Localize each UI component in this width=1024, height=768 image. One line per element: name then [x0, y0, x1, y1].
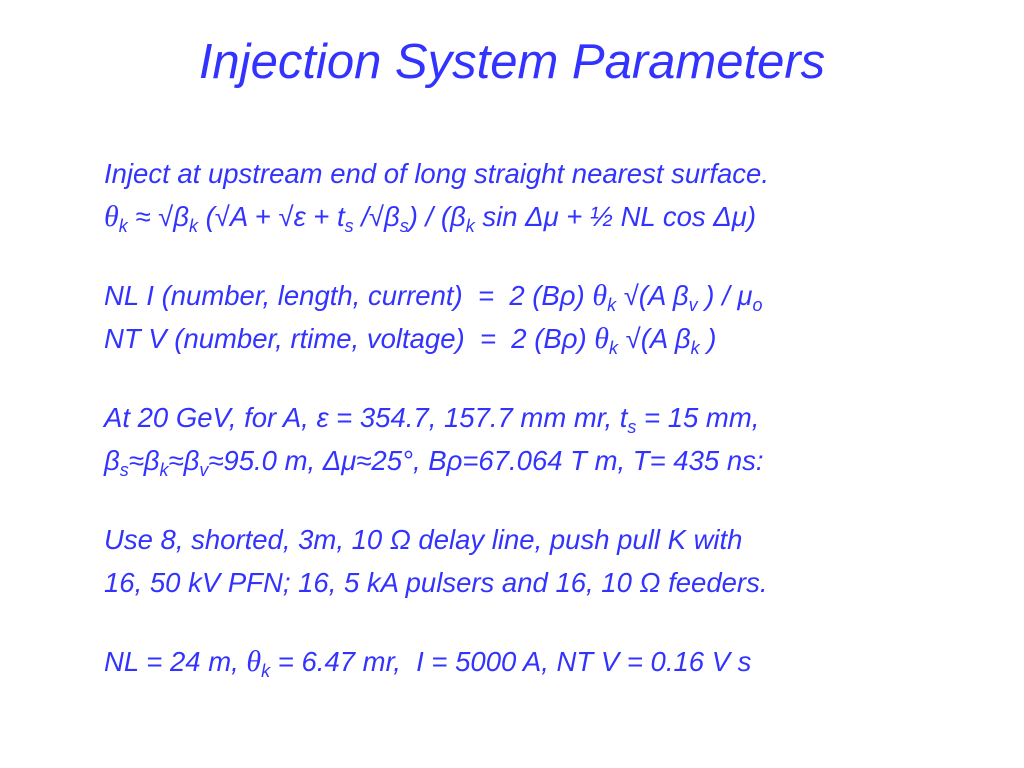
slide-body: Inject at upstream end of long straight …: [104, 152, 1004, 719]
text-run: ≈β: [128, 445, 160, 476]
subscript: k: [465, 216, 475, 236]
subscript: k: [607, 295, 617, 315]
text-line: Use 8, shorted, 3m, 10 Ω delay line, pus…: [104, 518, 1004, 561]
paragraph: Use 8, shorted, 3m, 10 Ω delay line, pus…: [104, 518, 1004, 604]
text-line: NL I (number, length, current) = 2 (Bρ) …: [104, 274, 1004, 317]
text-run: = 6.47 mr, I = 5000 A, NT V = 0.16 V s: [270, 646, 752, 677]
text-run: NT V (number, rtime, voltage) = 2 (Bρ): [104, 323, 595, 354]
text-run: 16, 50 kV PFN; 16, 5 kA pulsers and 16, …: [104, 567, 768, 598]
text-run: Inject at upstream end of long straight …: [104, 158, 769, 189]
text-run: ≈β: [168, 445, 200, 476]
text-run: ): [699, 323, 717, 354]
text-run: ) / μ: [697, 280, 753, 311]
subscript: s: [119, 460, 129, 480]
subscript: k: [188, 216, 198, 236]
text-line: NT V (number, rtime, voltage) = 2 (Bρ) θ…: [104, 317, 1004, 360]
subscript: s: [399, 216, 409, 236]
text-run: √(A β: [618, 323, 691, 354]
text-run: /√β: [353, 201, 400, 232]
subscript: k: [690, 338, 700, 358]
text-line: θk ≈ √βk (√A + √ε + ts /√βs) / (βk sin Δ…: [104, 195, 1004, 238]
symbol: θ: [246, 645, 262, 678]
subscript: k: [261, 661, 271, 681]
text-line: 16, 50 kV PFN; 16, 5 kA pulsers and 16, …: [104, 561, 1004, 604]
paragraph: Inject at upstream end of long straight …: [104, 152, 1004, 238]
subscript: s: [344, 216, 354, 236]
paragraph: NL I (number, length, current) = 2 (Bρ) …: [104, 274, 1004, 360]
text-run: (√A + √ε + t: [197, 201, 345, 232]
text-run: NL = 24 m,: [104, 646, 247, 677]
text-run: At 20 GeV, for A, ε = 354.7, 157.7 mm mr…: [104, 402, 628, 433]
subscript: v: [199, 460, 209, 480]
subscript: k: [118, 216, 128, 236]
paragraph: At 20 GeV, for A, ε = 354.7, 157.7 mm mr…: [104, 396, 1004, 482]
text-line: Inject at upstream end of long straight …: [104, 152, 1004, 195]
text-line: At 20 GeV, for A, ε = 354.7, 157.7 mm mr…: [104, 396, 1004, 439]
symbol: θ: [104, 200, 119, 233]
subscript: s: [627, 417, 637, 437]
text-run: sin Δμ + ½ NL cos Δμ): [474, 201, 756, 232]
subscript: v: [688, 295, 698, 315]
text-run: β: [104, 445, 120, 476]
subscript: k: [609, 338, 619, 358]
paragraph: NL = 24 m, θk = 6.47 mr, I = 5000 A, NT …: [104, 640, 1004, 683]
text-run: √(A β: [616, 280, 689, 311]
text-run: NL I (number, length, current) = 2 (Bρ): [104, 280, 593, 311]
text-run: ≈95.0 m, Δμ≈25°, Bρ=67.064 T m, T= 435 n…: [208, 445, 764, 476]
slide-title: Injection System Parameters: [198, 35, 826, 89]
text-run: Use 8, shorted, 3m, 10 Ω delay line, pus…: [104, 524, 743, 555]
text-run: ≈ √β: [127, 201, 189, 232]
text-run: ) / (β: [408, 201, 466, 232]
subscript: o: [752, 295, 763, 315]
subscript: k: [159, 460, 169, 480]
symbol: θ: [592, 279, 608, 312]
text-line: βs≈βk≈βv≈95.0 m, Δμ≈25°, Bρ=67.064 T m, …: [104, 439, 1004, 482]
text-line: NL = 24 m, θk = 6.47 mr, I = 5000 A, NT …: [104, 640, 1004, 683]
text-run: = 15 mm,: [636, 402, 760, 433]
symbol: θ: [594, 322, 610, 355]
